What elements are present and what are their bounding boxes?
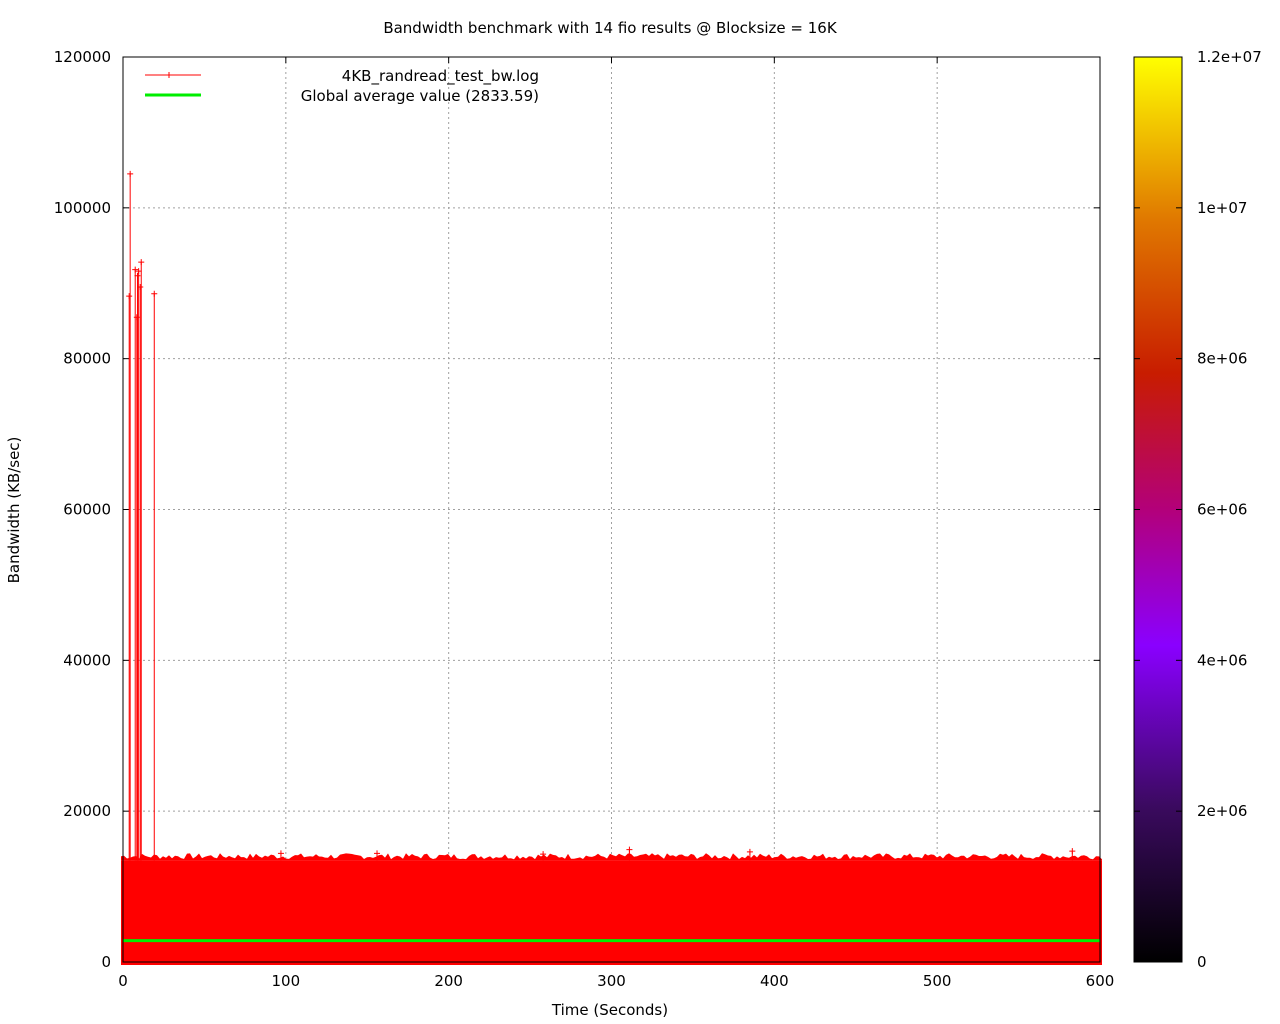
data-peaks xyxy=(126,170,158,861)
bandwidth-peak-point xyxy=(132,266,139,273)
colorbar-tick-label: 4e+06 xyxy=(1197,651,1247,669)
grid-lines xyxy=(122,56,1101,963)
x-axis-label: Time (Seconds) xyxy=(551,1001,668,1019)
y-tick-label: 20000 xyxy=(63,802,111,820)
colorbar-tick-labels: 0 2e+06 4e+06 6e+06 8e+06 1e+07 1.2e+07 xyxy=(1134,48,1262,971)
legend-label-bandwidth: 4KB_randread_test_bw.log xyxy=(342,67,539,86)
legend-label-average: Global average value (2833.59) xyxy=(301,87,539,105)
y-axis-label: Bandwidth (KB/sec) xyxy=(5,437,23,584)
y-tick-label: 60000 xyxy=(63,501,111,519)
colorbar: 0 2e+06 4e+06 6e+06 8e+06 1e+07 1.2e+07 xyxy=(1133,48,1262,971)
colorbar-tick-label: 6e+06 xyxy=(1197,501,1247,519)
colorbar-gradient xyxy=(1133,56,1183,963)
x-tick-label: 600 xyxy=(1086,972,1115,990)
colorbar-tick-label: 1.2e+07 xyxy=(1197,48,1262,66)
x-tick-label: 300 xyxy=(597,972,626,990)
chart-title: Bandwidth benchmark with 14 fio results … xyxy=(383,19,838,37)
data-band xyxy=(121,846,1102,965)
bandwidth-peak-point xyxy=(126,293,133,300)
plot-frame xyxy=(122,56,1101,963)
y-tick-label: 80000 xyxy=(63,350,111,368)
bandwidth-peak-point xyxy=(134,272,141,279)
y-tick-label: 100000 xyxy=(54,199,111,217)
colorbar-tick-label: 1e+07 xyxy=(1197,199,1247,217)
colorbar-tick-label: 0 xyxy=(1197,953,1207,971)
x-tick-label: 400 xyxy=(760,972,789,990)
y-tick-label: 40000 xyxy=(63,651,111,669)
bandwidth-peak-point xyxy=(151,290,158,297)
x-tick-label: 200 xyxy=(434,972,463,990)
colorbar-tick-label: 8e+06 xyxy=(1197,350,1247,368)
y-tick-label: 120000 xyxy=(54,48,111,66)
legend: 4KB_randread_test_bw.log Global average … xyxy=(145,67,539,105)
bandwidth-peak-point xyxy=(127,170,134,177)
x-tick-labels: 0 100 200 300 400 500 600 xyxy=(118,972,1114,990)
colorbar-tick-label: 2e+06 xyxy=(1197,802,1247,820)
bandwidth-peak-point xyxy=(137,284,144,291)
bandwidth-band-edge xyxy=(121,853,1102,861)
y-tick-label: 0 xyxy=(101,953,111,971)
x-tick-label: 0 xyxy=(118,972,128,990)
bandwidth-peak-point xyxy=(135,268,142,275)
y-tick-labels: 0 20000 40000 60000 80000 100000 120000 xyxy=(54,48,111,971)
legend-marker-bandwidth xyxy=(166,72,172,78)
bandwidth-peak-point xyxy=(138,259,145,266)
x-tick-label: 500 xyxy=(923,972,952,990)
x-tick-label: 100 xyxy=(272,972,301,990)
bandwidth-band xyxy=(121,860,1102,965)
